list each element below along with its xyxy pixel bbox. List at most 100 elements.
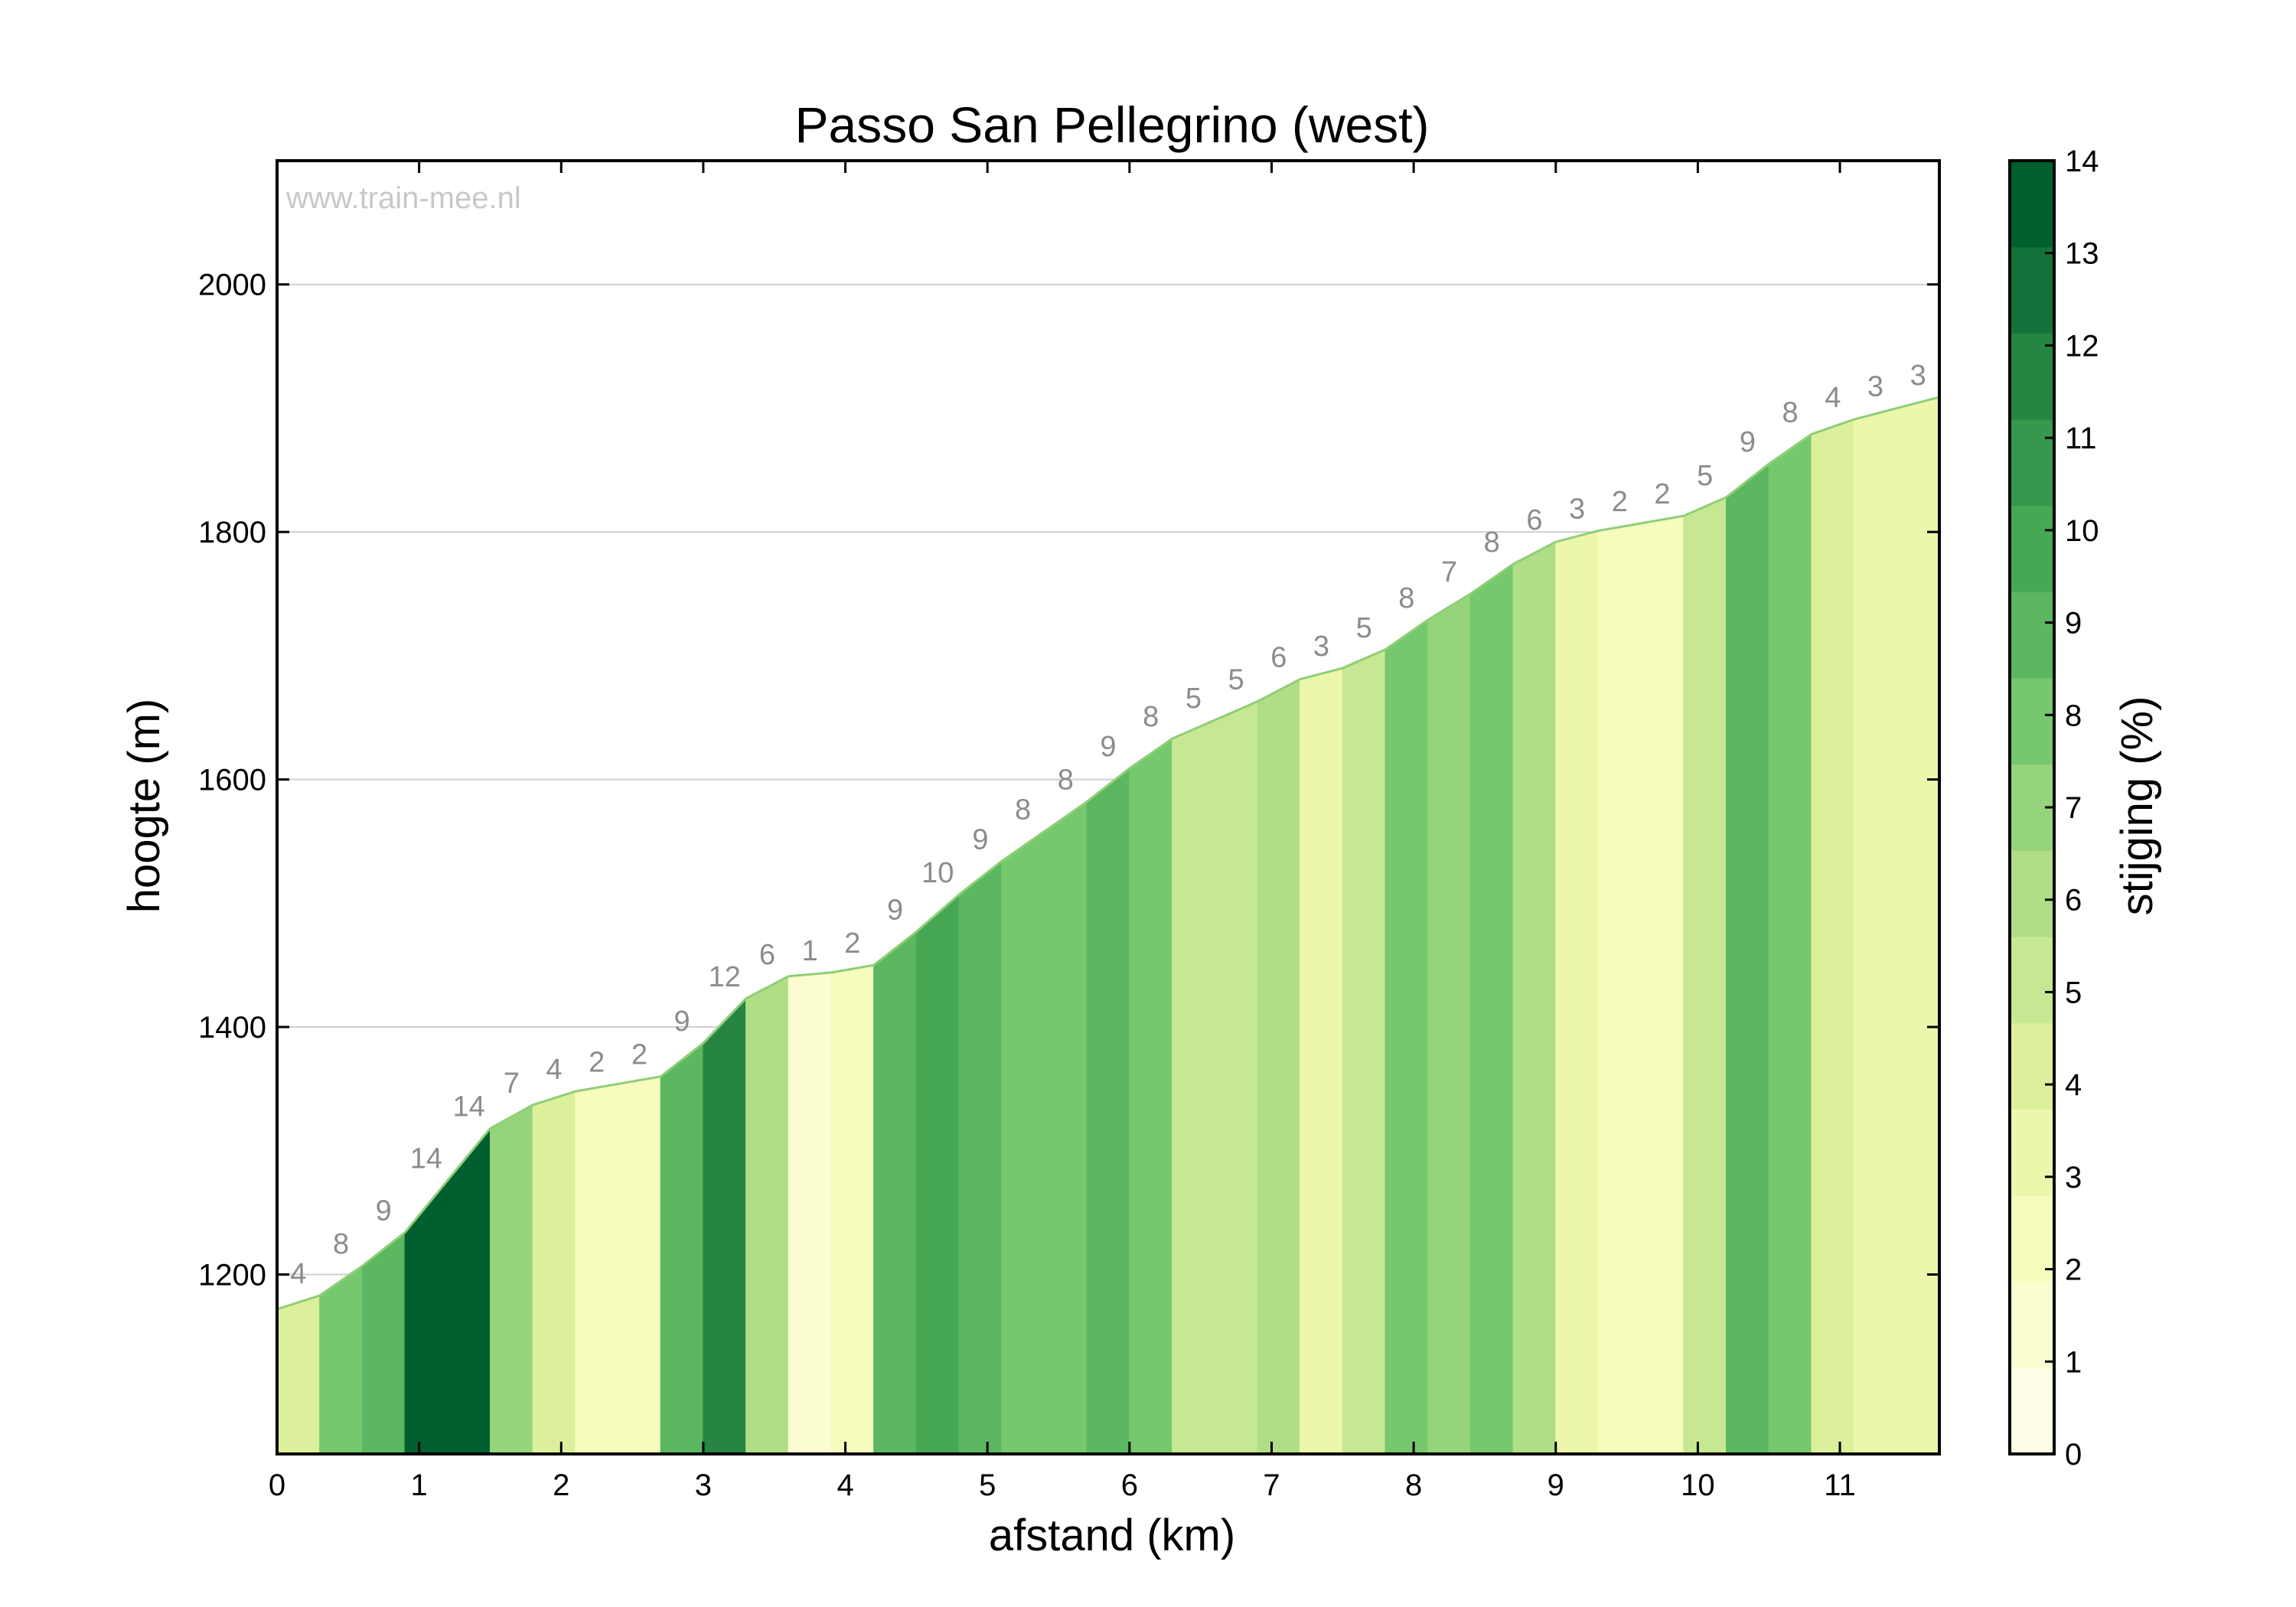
grade-label: 5 — [1356, 612, 1372, 644]
grade-segment — [1129, 738, 1173, 1455]
grade-label: 4 — [546, 1054, 562, 1086]
grade-segment — [1427, 593, 1471, 1455]
grade-segments — [276, 396, 1940, 1455]
x-tick-label: 5 — [979, 1468, 996, 1502]
colorbar-tick-label: 12 — [2065, 329, 2099, 363]
y-tick-label: 1200 — [198, 1259, 266, 1292]
grade-label: 6 — [1270, 642, 1287, 674]
x-tick-label: 6 — [1121, 1468, 1138, 1502]
grade-segment — [1896, 396, 1940, 1455]
colorbar-band — [2010, 678, 2054, 765]
y-tick-label: 1800 — [198, 516, 266, 549]
grade-segment — [618, 1076, 661, 1455]
colorbar-tick-label: 4 — [2065, 1068, 2082, 1102]
grade-segment — [1384, 619, 1429, 1455]
grade-label: 4 — [1825, 382, 1841, 414]
colorbar-band — [2010, 419, 2054, 507]
grade-label: 2 — [1654, 478, 1670, 510]
grade-label: 9 — [1740, 426, 1756, 458]
y-axis: 1200 1400 1600 1800 2000 — [198, 269, 1939, 1292]
grade-segment — [361, 1231, 406, 1455]
colorbar-band — [2010, 850, 2054, 937]
grade-label: 3 — [1569, 494, 1585, 526]
grade-label: 9 — [887, 895, 903, 927]
x-axis-label: afstand (km) — [989, 1511, 1235, 1560]
grade-segment — [1597, 523, 1642, 1455]
grade-label: 8 — [1015, 794, 1031, 826]
grade-segment — [1001, 830, 1045, 1455]
grade-label: 6 — [1526, 504, 1542, 536]
grade-segment — [1300, 667, 1343, 1455]
grade-segment — [532, 1090, 576, 1455]
grade-segment — [1726, 463, 1769, 1455]
x-tick-label: 8 — [1405, 1468, 1422, 1502]
grade-segment — [873, 931, 917, 1455]
x-tick-label: 0 — [269, 1468, 285, 1502]
colorbar-tick-label: 6 — [2065, 884, 2082, 918]
grade-label: 2 — [631, 1039, 647, 1071]
grade-segment — [1214, 700, 1258, 1455]
grade-segment — [1172, 719, 1215, 1455]
grade-segment — [1512, 541, 1557, 1455]
y-tick-label: 1600 — [198, 764, 266, 797]
x-tick-label: 1 — [411, 1468, 428, 1502]
watermark: www.train-mee.nl — [285, 181, 521, 215]
colorbar-tick-label: 0 — [2065, 1438, 2082, 1472]
grade-segment — [830, 964, 875, 1455]
grade-segment — [1555, 530, 1599, 1455]
grade-label: 9 — [376, 1195, 392, 1227]
grade-segment — [319, 1265, 363, 1455]
grade-segment — [1257, 678, 1301, 1455]
colorbar-tick-label: 9 — [2065, 607, 2082, 641]
grade-label: 2 — [844, 927, 860, 960]
grade-label: 14 — [410, 1143, 442, 1175]
grade-label: 2 — [589, 1046, 605, 1078]
colorbar-band — [2010, 333, 2054, 420]
grade-segment — [1811, 419, 1855, 1455]
colorbar-band — [2010, 246, 2054, 334]
plot-frame — [276, 159, 1941, 1455]
grade-label: 9 — [1100, 731, 1116, 763]
colorbar-tick-label: 5 — [2065, 976, 2082, 1009]
x-tick-label: 4 — [837, 1468, 853, 1502]
grade-segment — [745, 975, 789, 1455]
colorbar-label: stijging (%) — [2112, 696, 2162, 916]
grade-label: 9 — [674, 1006, 690, 1038]
x-tick-label: 3 — [695, 1468, 712, 1502]
grade-segment — [660, 1042, 704, 1455]
colorbar-band — [2010, 161, 2054, 248]
x-tick-label: 2 — [553, 1468, 569, 1502]
grade-label: 8 — [1782, 396, 1799, 429]
grade-label: 1 — [802, 935, 818, 967]
grade-label: 8 — [333, 1228, 349, 1260]
grade-segment — [1086, 768, 1130, 1455]
x-tick-label: 10 — [1681, 1468, 1715, 1502]
grade-segment — [703, 997, 747, 1455]
colorbar-tick-label: 11 — [2065, 422, 2097, 455]
grade-segment — [1683, 497, 1727, 1455]
grade-segment — [404, 1179, 448, 1455]
grade-segment — [276, 1295, 321, 1455]
grade-label: 8 — [1484, 526, 1500, 559]
colorbar-band — [2010, 1281, 2054, 1368]
grade-label: 3 — [1313, 631, 1329, 663]
colorbar-tick-label: 7 — [2065, 791, 2082, 825]
grade-segment — [1854, 407, 1897, 1455]
grade-segment — [1768, 433, 1812, 1455]
colorbar-tick-label: 2 — [2065, 1253, 2082, 1287]
y-tick-label: 1400 — [198, 1011, 266, 1045]
grade-label: 8 — [1143, 701, 1159, 733]
grade-segment — [1469, 563, 1514, 1455]
grade-label: 8 — [1398, 582, 1414, 614]
grade-segment — [788, 972, 832, 1455]
colorbar-tick-label: 10 — [2065, 514, 2099, 548]
grade-segment — [1640, 515, 1684, 1455]
colorbar-band — [2010, 1195, 2054, 1283]
grade-label: 5 — [1186, 683, 1202, 715]
grade-segment — [489, 1104, 533, 1455]
y-axis-label: hoogte (m) — [119, 699, 169, 913]
colorbar-tick-label: 8 — [2065, 699, 2082, 732]
grade-label: 2 — [1612, 486, 1628, 518]
